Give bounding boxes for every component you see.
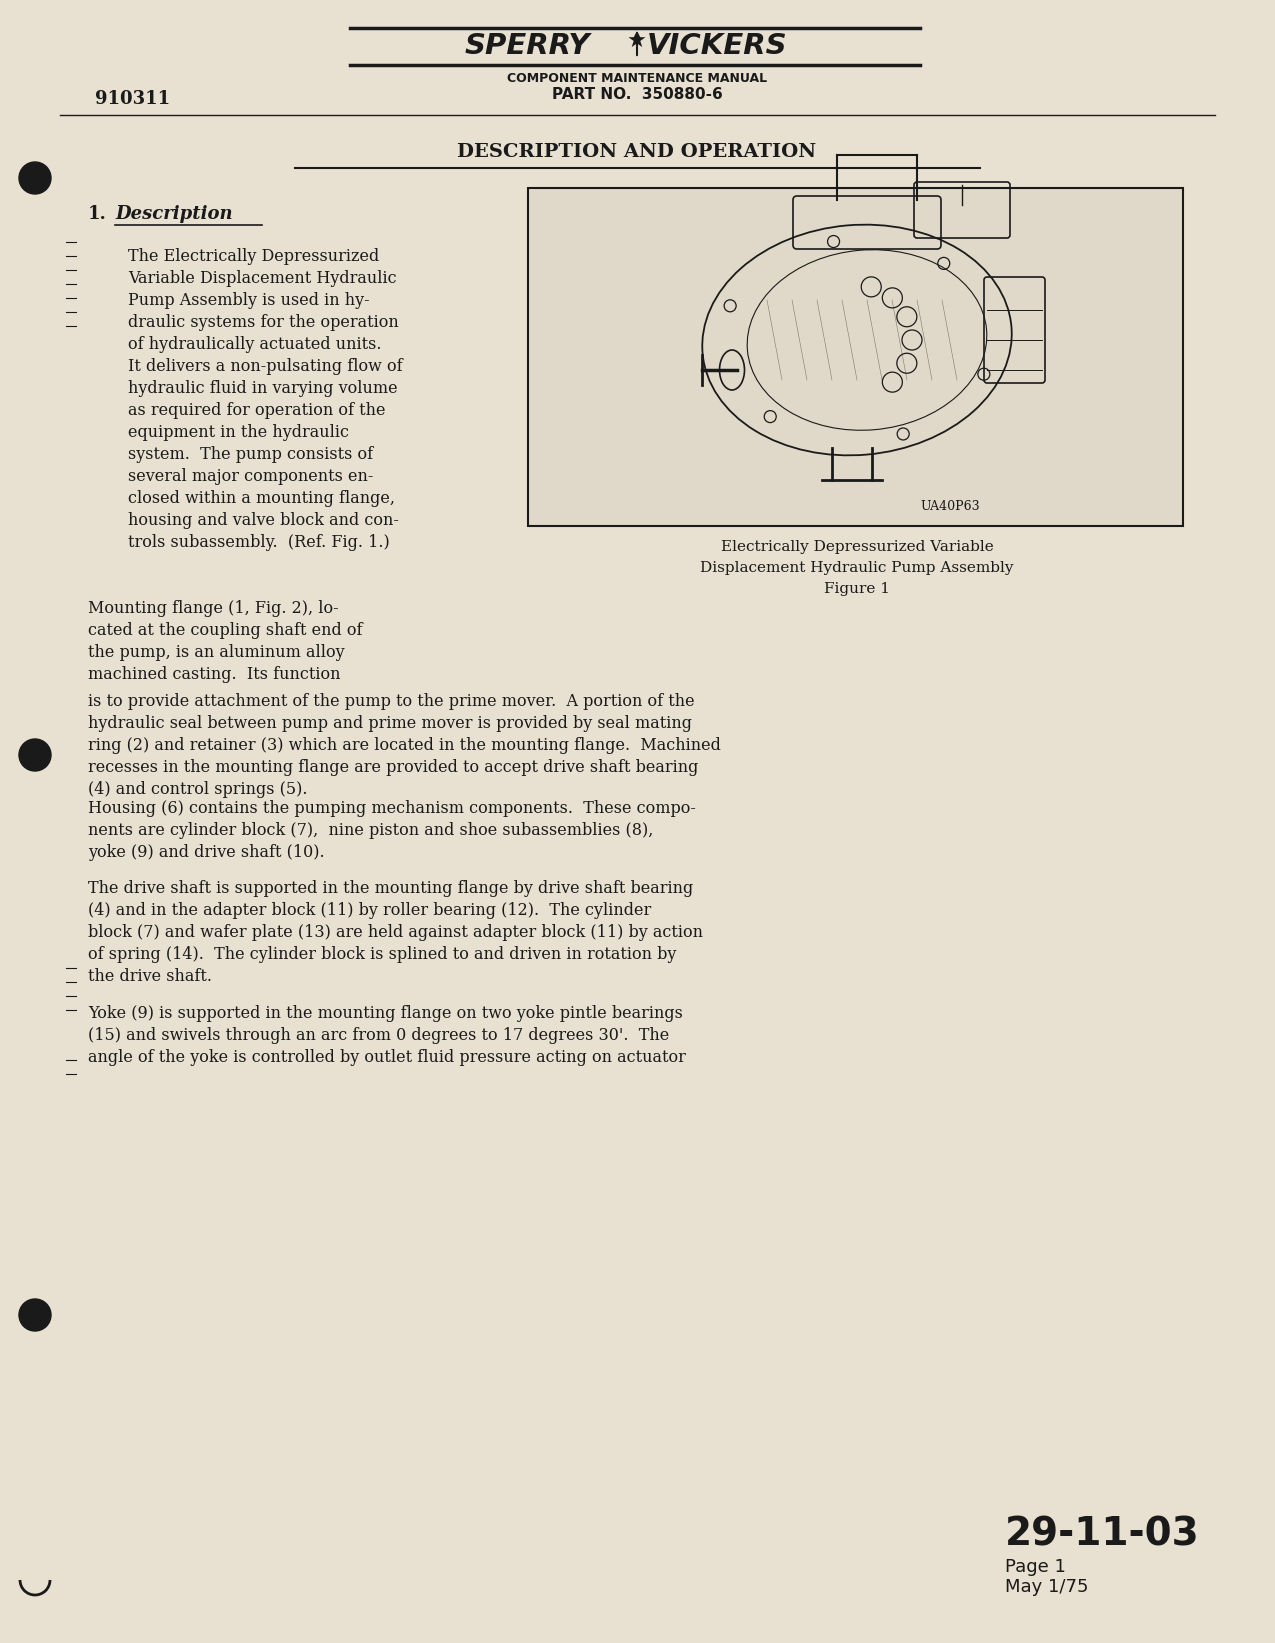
Text: (4) and in the adapter block (11) by roller bearing (12).  The cylinder: (4) and in the adapter block (11) by rol… xyxy=(88,902,652,918)
Text: of hydraulically actuated units.: of hydraulically actuated units. xyxy=(128,337,381,353)
Text: May 1/75: May 1/75 xyxy=(1005,1577,1089,1595)
Text: draulic systems for the operation: draulic systems for the operation xyxy=(128,314,399,330)
Text: Description: Description xyxy=(115,205,232,223)
Text: The Electrically Depressurized: The Electrically Depressurized xyxy=(128,248,379,265)
Text: nents are cylinder block (7),  nine piston and shoe subassemblies (8),: nents are cylinder block (7), nine pisto… xyxy=(88,822,653,840)
Text: equipment in the hydraulic: equipment in the hydraulic xyxy=(128,424,349,440)
Text: the drive shaft.: the drive shaft. xyxy=(88,968,212,986)
Text: of spring (14).  The cylinder block is splined to and driven in rotation by: of spring (14). The cylinder block is sp… xyxy=(88,946,676,963)
Text: 910311: 910311 xyxy=(96,90,170,108)
Text: Mounting flange (1, Fig. 2), lo-: Mounting flange (1, Fig. 2), lo- xyxy=(88,600,339,618)
Text: housing and valve block and con-: housing and valve block and con- xyxy=(128,513,399,529)
Text: SPERRY: SPERRY xyxy=(464,31,590,61)
Circle shape xyxy=(19,163,51,194)
Text: Figure 1: Figure 1 xyxy=(824,582,890,596)
Text: PART NO.  350880-6: PART NO. 350880-6 xyxy=(552,87,723,102)
Text: is to provide attachment of the pump to the prime mover.  A portion of the: is to provide attachment of the pump to … xyxy=(88,693,695,710)
Text: cated at the coupling shaft end of: cated at the coupling shaft end of xyxy=(88,623,362,639)
Text: Electrically Depressurized Variable: Electrically Depressurized Variable xyxy=(720,541,993,554)
Text: the pump, is an aluminum alloy: the pump, is an aluminum alloy xyxy=(88,644,344,660)
Text: trols subassembly.  (Ref. Fig. 1.): trols subassembly. (Ref. Fig. 1.) xyxy=(128,534,390,550)
Text: machined casting.  Its function: machined casting. Its function xyxy=(88,665,340,683)
Text: block (7) and wafer plate (13) are held against adapter block (11) by action: block (7) and wafer plate (13) are held … xyxy=(88,923,703,941)
Text: UA40P63: UA40P63 xyxy=(921,499,979,513)
Text: 29-11-03: 29-11-03 xyxy=(1005,1515,1200,1553)
Bar xyxy=(528,187,1183,526)
Text: recesses in the mounting flange are provided to accept drive shaft bearing: recesses in the mounting flange are prov… xyxy=(88,759,699,775)
Text: The drive shaft is supported in the mounting flange by drive shaft bearing: The drive shaft is supported in the moun… xyxy=(88,881,694,897)
Text: DESCRIPTION AND OPERATION: DESCRIPTION AND OPERATION xyxy=(458,143,816,161)
Text: Displacement Hydraulic Pump Assembly: Displacement Hydraulic Pump Assembly xyxy=(700,560,1014,575)
Text: hydraulic fluid in varying volume: hydraulic fluid in varying volume xyxy=(128,380,398,398)
Text: (4) and control springs (5).: (4) and control springs (5). xyxy=(88,780,307,798)
Text: angle of the yoke is controlled by outlet fluid pressure acting on actuator: angle of the yoke is controlled by outle… xyxy=(88,1048,686,1066)
Text: (15) and swivels through an arc from 0 degrees to 17 degrees 30'.  The: (15) and swivels through an arc from 0 d… xyxy=(88,1027,669,1043)
Text: ★: ★ xyxy=(627,31,646,53)
Text: system.  The pump consists of: system. The pump consists of xyxy=(128,445,374,463)
Text: yoke (9) and drive shaft (10).: yoke (9) and drive shaft (10). xyxy=(88,845,325,861)
Text: 1.: 1. xyxy=(88,205,107,223)
Text: several major components en-: several major components en- xyxy=(128,468,374,485)
Text: VICKERS: VICKERS xyxy=(646,31,788,61)
Text: Pump Assembly is used in hy-: Pump Assembly is used in hy- xyxy=(128,292,370,309)
Text: hydraulic seal between pump and prime mover is provided by seal mating: hydraulic seal between pump and prime mo… xyxy=(88,715,692,733)
Text: ring (2) and retainer (3) which are located in the mounting flange.  Machined: ring (2) and retainer (3) which are loca… xyxy=(88,738,720,754)
Text: Housing (6) contains the pumping mechanism components.  These compo-: Housing (6) contains the pumping mechani… xyxy=(88,800,696,817)
Text: It delivers a non-pulsating flow of: It delivers a non-pulsating flow of xyxy=(128,358,403,375)
Text: closed within a mounting flange,: closed within a mounting flange, xyxy=(128,490,395,508)
Text: COMPONENT MAINTENANCE MANUAL: COMPONENT MAINTENANCE MANUAL xyxy=(507,72,768,85)
Circle shape xyxy=(19,739,51,771)
Text: Yoke (9) is supported in the mounting flange on two yoke pintle bearings: Yoke (9) is supported in the mounting fl… xyxy=(88,1006,683,1022)
Circle shape xyxy=(19,1300,51,1331)
Text: Page 1: Page 1 xyxy=(1005,1558,1066,1576)
Text: as required for operation of the: as required for operation of the xyxy=(128,403,385,419)
Text: Variable Displacement Hydraulic: Variable Displacement Hydraulic xyxy=(128,269,397,288)
